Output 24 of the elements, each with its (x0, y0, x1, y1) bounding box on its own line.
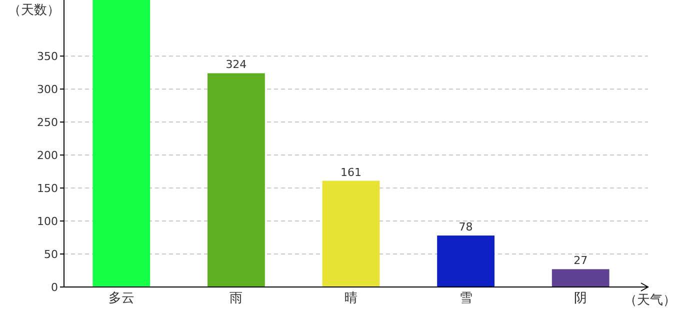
bar (437, 236, 494, 287)
y-tick-label: 250 (37, 116, 58, 130)
x-tick-label: 阴 (574, 291, 588, 306)
y-tick-label: 200 (37, 149, 58, 162)
data-label: 324 (226, 58, 247, 72)
x-tick-label: 多云 (108, 291, 134, 306)
y-tick-label: 350 (37, 50, 58, 64)
x-tick-label: 晴 (344, 291, 358, 306)
y-tick-label: 100 (37, 215, 58, 228)
x-axis-title: （天气） (624, 293, 676, 308)
y-tick-label: 50 (44, 248, 58, 262)
bar (208, 73, 265, 287)
bar (552, 269, 610, 287)
data-label: 78 (458, 220, 473, 234)
bar (92, 0, 150, 287)
data-label: 161 (340, 166, 362, 179)
bar (322, 180, 380, 287)
y-tick-label: 300 (37, 83, 58, 96)
y-tick-label: 150 (37, 182, 58, 196)
data-label: 27 (574, 254, 588, 268)
x-tick-label: 雪 (459, 291, 472, 306)
x-tick-label: 雨 (230, 291, 243, 306)
y-axis-title: （天数） (8, 3, 60, 18)
y-tick-label: 0 (51, 281, 58, 294)
